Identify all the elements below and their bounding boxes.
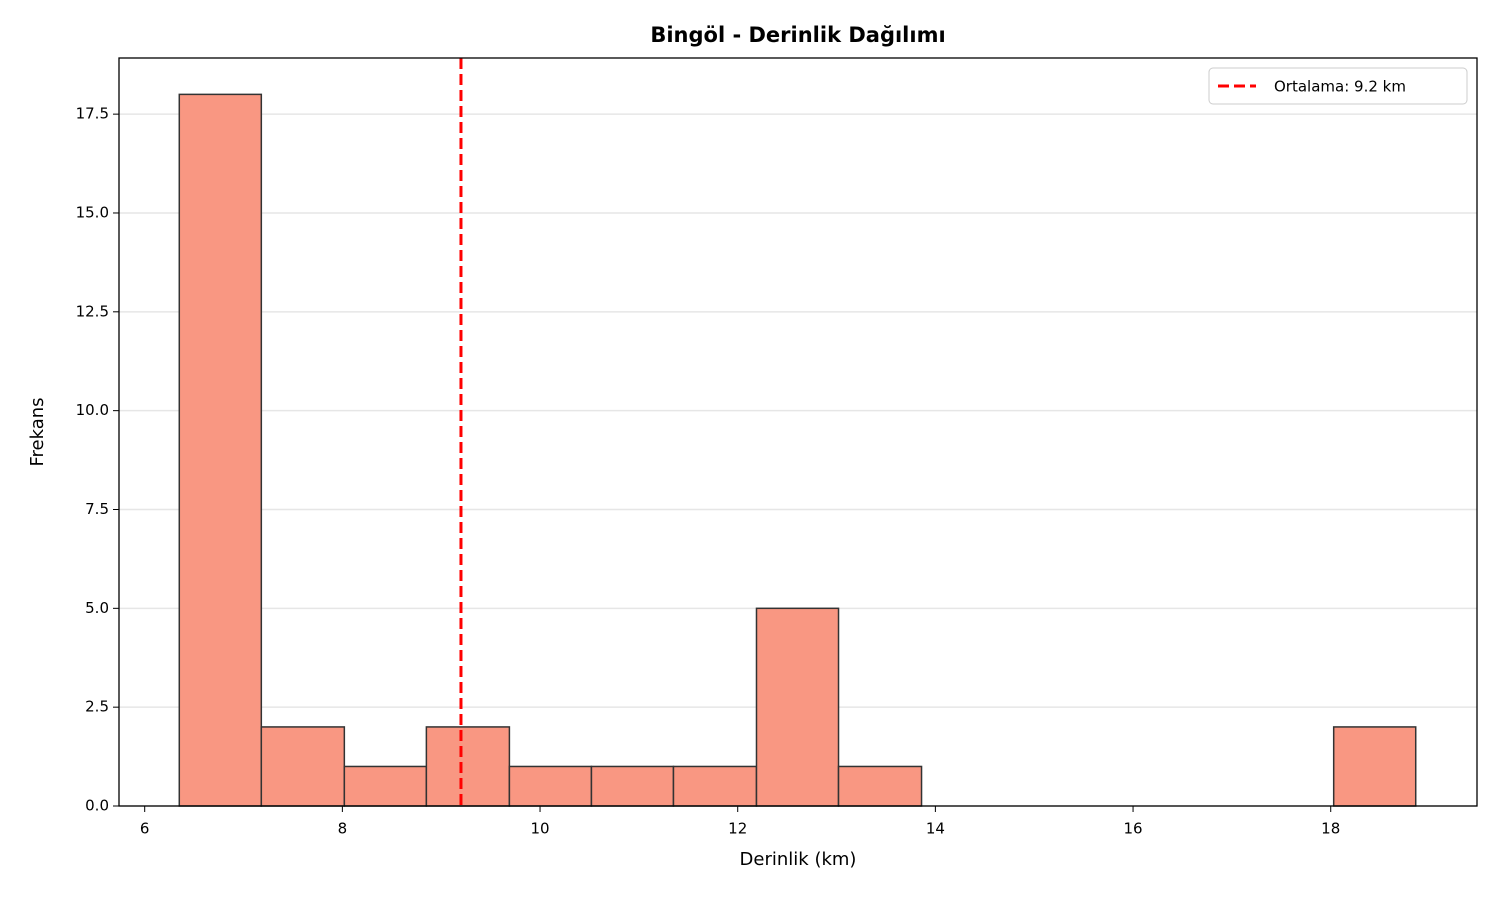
legend-label: Ortalama: 9.2 km (1274, 78, 1406, 96)
x-tick-label: 8 (338, 820, 348, 838)
bar (672, 765, 758, 807)
x-tick-label: 10 (530, 820, 549, 838)
bar (755, 607, 840, 807)
y-tick-label: 5.0 (85, 599, 109, 617)
y-tick-label: 10.0 (76, 401, 109, 419)
x-tick-label: 14 (926, 820, 945, 838)
x-tick-label: 16 (1124, 820, 1143, 838)
plot-frame (118, 57, 1478, 807)
y-tick-label: 15.0 (76, 203, 109, 221)
bar (590, 765, 675, 807)
y-tick-label: 2.5 (85, 698, 109, 716)
chart-title: Bingöl - Derinlik Dağılımı (650, 23, 945, 47)
bar (1332, 726, 1417, 807)
y-tick-label: 7.5 (85, 500, 109, 518)
y-tick-label: 0.0 (85, 797, 109, 815)
x-tick-label: 6 (140, 820, 150, 838)
x-axis-label: Derinlik (km) (740, 849, 857, 870)
bar (343, 765, 428, 807)
bar (178, 93, 263, 807)
x-tick-label: 12 (728, 820, 747, 838)
bar (260, 726, 346, 807)
x-tick-label: 18 (1321, 820, 1340, 838)
bar (508, 765, 593, 807)
bar (837, 765, 923, 807)
y-tick-label: 12.5 (76, 302, 109, 320)
y-tick-label: 17.5 (76, 105, 109, 123)
y-axis-label: Frekans (27, 397, 48, 466)
bar (425, 726, 511, 807)
legend-box (1208, 67, 1468, 105)
